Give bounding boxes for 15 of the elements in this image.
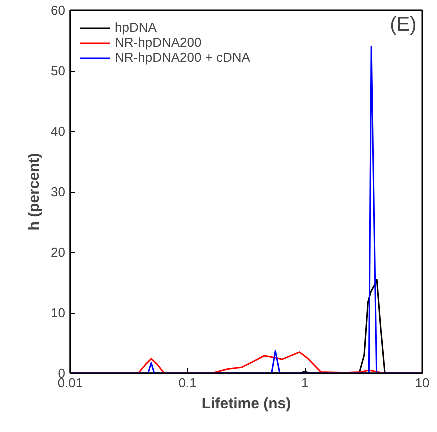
y-tick-label: 50: [51, 64, 66, 78]
y-tick-label: 20: [51, 245, 66, 260]
x-tick-label: 1: [302, 376, 309, 390]
y-tick-label: 60: [51, 3, 66, 18]
x-tick-label: 10: [415, 376, 430, 390]
legend-label: NR-hpDNA200 + cDNA: [115, 50, 250, 65]
y-axis-title: h (percent): [26, 153, 44, 231]
y-tick-label: 40: [51, 124, 66, 139]
annotation: (E): [390, 14, 417, 36]
legend-label: NR-hpDNA200: [115, 35, 202, 50]
x-tick-label: 0.1: [178, 376, 197, 390]
x-axis-title: Lifetime (ns): [202, 396, 292, 412]
legend-label: hpDNA: [115, 20, 157, 35]
y-tick-label: 10: [51, 306, 66, 320]
y-tick-label: 30: [51, 184, 66, 200]
